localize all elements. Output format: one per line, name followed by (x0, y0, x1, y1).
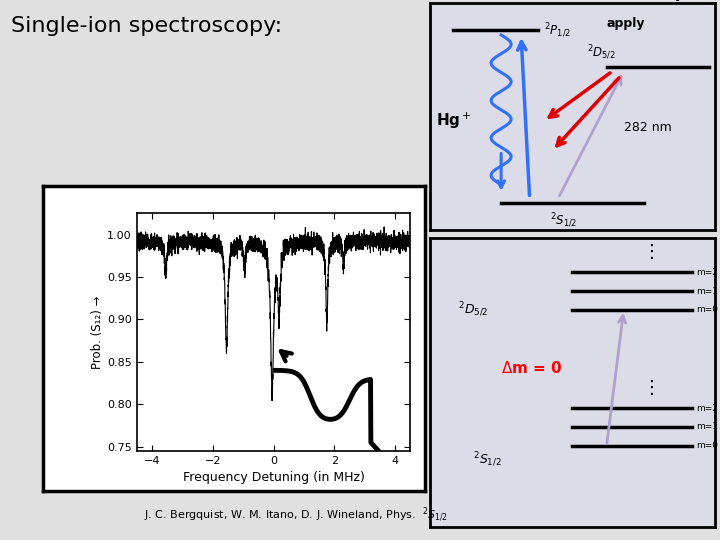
Y-axis label: Prob. (S₁₂) →: Prob. (S₁₂) → (91, 295, 104, 369)
Text: m=1: m=1 (696, 287, 719, 295)
Text: ⋮: ⋮ (643, 379, 661, 397)
Text: $^2S_{1/2}$: $^2S_{1/2}$ (549, 212, 577, 230)
Text: 282 nm: 282 nm (624, 122, 672, 134)
Text: m=2: m=2 (696, 403, 719, 413)
Text: Hg$^+$: Hg$^+$ (436, 111, 471, 131)
Text: $\Delta$m = 0: $\Delta$m = 0 (501, 360, 563, 376)
Text: $^2P_{1/2}$: $^2P_{1/2}$ (544, 21, 571, 39)
Text: m=0: m=0 (696, 305, 719, 314)
Text: apply: apply (607, 17, 645, 30)
X-axis label: Frequency Detuning (in MHz): Frequency Detuning (in MHz) (183, 471, 364, 484)
Text: alternately: alternately (607, 0, 684, 1)
Text: m=0: m=0 (696, 441, 719, 450)
Text: Single-ion spectroscopy:: Single-ion spectroscopy: (11, 16, 282, 36)
Text: m=1: m=1 (696, 422, 719, 431)
Text: $^2D_{5/2}$: $^2D_{5/2}$ (459, 301, 489, 319)
Text: $^2S_{1/2}$: $^2S_{1/2}$ (472, 451, 501, 469)
Text: J. C. Bergquist, W. M. Itano, D. J. Wineland, Phys.  $^2S_{1/2}$: J. C. Bergquist, W. M. Itano, D. J. Wine… (144, 505, 448, 524)
Text: $^2D_{5/2}$: $^2D_{5/2}$ (587, 44, 616, 62)
Text: m=2: m=2 (696, 268, 719, 277)
Text: ⋮: ⋮ (643, 243, 661, 261)
